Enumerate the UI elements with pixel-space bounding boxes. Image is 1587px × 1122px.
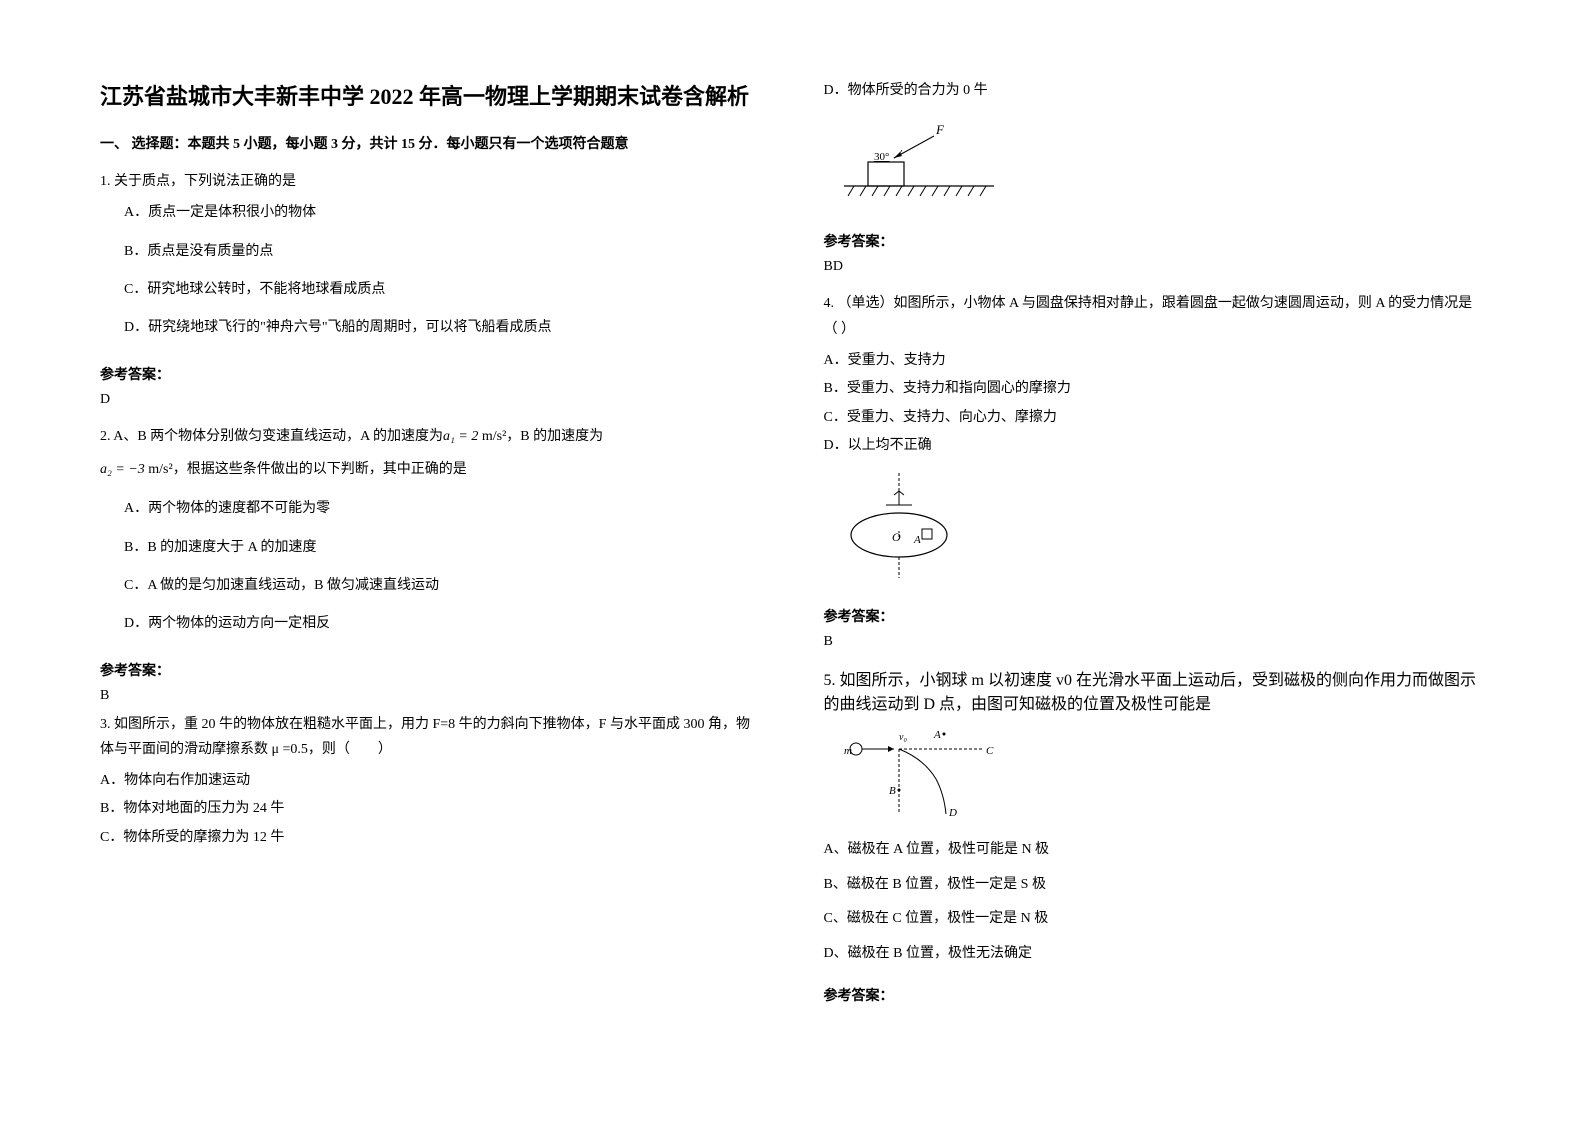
q3-stem: 3. 如图所示，重 20 牛的物体放在粗糙水平面上，用力 F=8 牛的力斜向下推…: [100, 712, 764, 762]
q2-stem-2: a₂ = −3 m/s²，根据这些条件做出的以下判断，其中正确的是: [100, 457, 764, 482]
q4-figure: O A: [844, 473, 1488, 588]
q5-stem: 5. 如图所示，小钢球 m 以初速度 v0 在光滑水平面上运动后，受到磁极的侧向…: [824, 666, 1488, 714]
q2-stem-pre: 2. A、B 两个物体分别做匀变速直线运动，A 的加速度为: [100, 429, 443, 444]
q5-fig-m: m: [844, 745, 852, 757]
q5-option-c: C、磁极在 C 位置，极性一定是 N 极: [824, 908, 1488, 930]
left-column: 江苏省盐城市大丰新丰中学 2022 年高一物理上学期期末试卷含解析 一、 选择题…: [100, 80, 764, 1042]
q5-option-b: B、磁极在 B 位置，极性一定是 S 极: [824, 874, 1488, 896]
q3-answer: BD: [824, 259, 1488, 275]
q3-diagram: F 30°: [844, 118, 1004, 208]
q3-answer-label: 参考答案：: [824, 231, 1488, 251]
q4-fig-O: O: [892, 530, 901, 544]
q4-option-a: A．受重力、支持力: [824, 350, 1488, 372]
q2-option-a: A．两个物体的速度都不可能为零: [124, 498, 764, 520]
section-1-header: 一、 选择题：本题共 5 小题，每小题 3 分，共计 15 分．每小题只有一个选…: [100, 133, 764, 153]
q2-unit1: m/s²，B 的加速度为: [482, 429, 603, 444]
q5-option-a: A、磁极在 A 位置，极性可能是 N 极: [824, 839, 1488, 861]
q1-option-b: B．质点是没有质量的点: [124, 241, 764, 263]
q4-option-c: C．受重力、支持力、向心力、摩擦力: [824, 407, 1488, 429]
q5-fig-v0: v₀: [899, 732, 907, 743]
right-column: D．物体所受的合力为 0 牛 F 30° 参考答案： BD 4. （单选）如: [824, 80, 1488, 1042]
q1-answer-label: 参考答案：: [100, 364, 764, 384]
q2-answer-label: 参考答案：: [100, 660, 764, 680]
q5-fig-A: A: [933, 729, 941, 741]
q3-option-b: B．物体对地面的压力为 24 牛: [100, 798, 764, 820]
q3-option-d: D．物体所受的合力为 0 牛: [824, 80, 1488, 102]
q4-diagram: O A: [844, 473, 974, 583]
q4-fig-A: A: [913, 534, 921, 546]
exam-title: 江苏省盐城市大丰新丰中学 2022 年高一物理上学期期末试卷含解析: [100, 80, 764, 113]
q1-answer: D: [100, 392, 764, 408]
q2-option-c: C．A 做的是匀加速直线运动，B 做匀减速直线运动: [124, 575, 764, 597]
q5-fig-D: D: [948, 807, 957, 819]
q2-a1: a₁ = 2: [443, 429, 478, 444]
q4-option-d: D．以上均不正确: [824, 435, 1488, 457]
q5-answer-label: 参考答案：: [824, 985, 1488, 1005]
q1-option-c: C．研究地球公转时，不能将地球看成质点: [124, 279, 764, 301]
q1-stem: 1. 关于质点，下列说法正确的是: [100, 169, 764, 194]
q3-figure: F 30°: [844, 118, 1488, 213]
q2-unit2: m/s²，根据这些条件做出的以下判断，其中正确的是: [148, 462, 466, 477]
q4-answer: B: [824, 634, 1488, 650]
q4-stem: 4. （单选）如图所示，小物体 A 与圆盘保持相对静止，跟着圆盘一起做匀速圆周运…: [824, 291, 1488, 341]
q5-option-d: D、磁极在 B 位置，极性无法确定: [824, 943, 1488, 965]
q1-option-a: A．质点一定是体积很小的物体: [124, 202, 764, 224]
q5-diagram: m v₀ A C B D: [844, 724, 1014, 824]
q3-fig-angle: 30°: [874, 151, 889, 163]
q1-option-d: D．研究绕地球飞行的"神舟六号"飞船的周期时，可以将飞船看成质点: [124, 317, 764, 339]
q2-option-b: B．B 的加速度大于 A 的加速度: [124, 537, 764, 559]
q4-option-b: B．受重力、支持力和指向圆心的摩擦力: [824, 378, 1488, 400]
q4-answer-label: 参考答案：: [824, 606, 1488, 626]
q2-option-d: D．两个物体的运动方向一定相反: [124, 613, 764, 635]
q3-option-c: C．物体所受的摩擦力为 12 牛: [100, 827, 764, 849]
q5-fig-B: B: [889, 785, 896, 797]
q2-answer: B: [100, 688, 764, 704]
q2-stem: 2. A、B 两个物体分别做匀变速直线运动，A 的加速度为a₁ = 2 m/s²…: [100, 424, 764, 449]
q2-a2: a₂ = −3: [100, 462, 145, 477]
q5-figure: m v₀ A C B D: [844, 724, 1488, 829]
q3-fig-F: F: [935, 122, 945, 137]
q5-fig-C: C: [986, 745, 994, 757]
q3-option-a: A．物体向右作加速运动: [100, 770, 764, 792]
